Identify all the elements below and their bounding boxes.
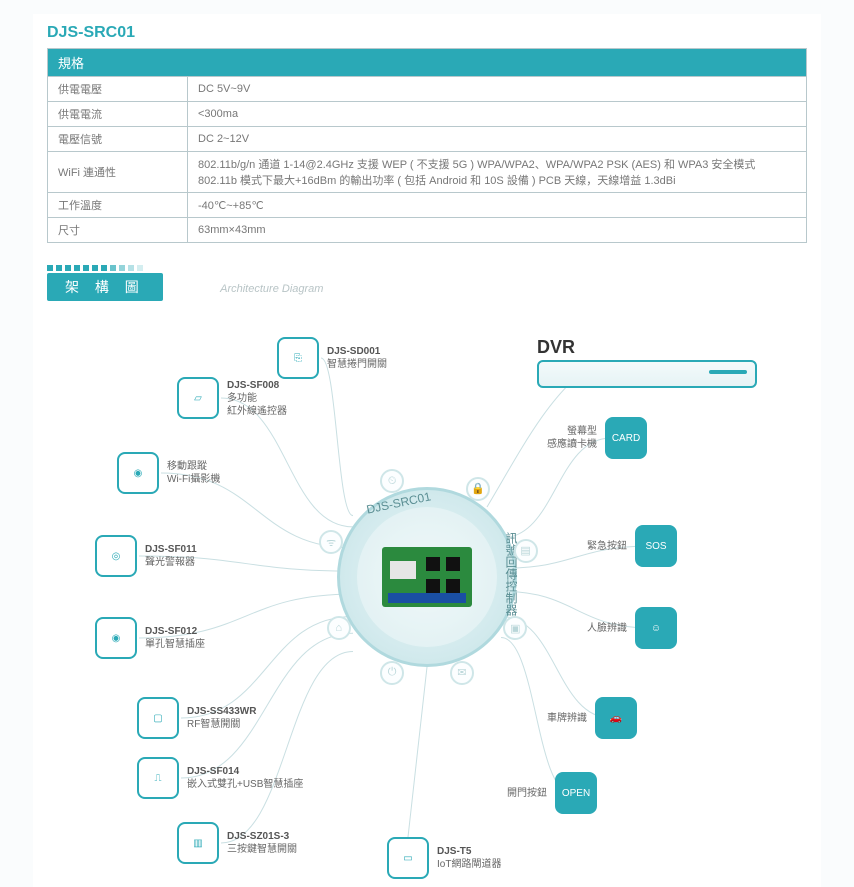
hub-mini-icon: ⏲ <box>380 469 404 493</box>
section-subtitle: Architecture Diagram <box>220 283 323 295</box>
hub-mini-icon: ᯤ <box>319 530 343 554</box>
dvr-icon <box>537 360 757 388</box>
spec-header: 規格 <box>48 49 807 77</box>
hub-mini-icon: ▤ <box>514 539 538 563</box>
dvr-node: DVR <box>537 337 757 388</box>
table-row: 工作溫度-40℃~+85℃ <box>48 193 807 218</box>
spec-key: 供電電壓 <box>48 77 188 102</box>
hub-mini-icon: ▣ <box>503 616 527 640</box>
device-node: ⎘ DJS-SD001智慧捲門開關 <box>277 337 387 379</box>
section-title: 架 構 圖 <box>47 273 163 301</box>
spec-key: WiFi 連通性 <box>48 152 188 193</box>
device-node: ⎍ DJS-SF014嵌入式雙孔+USB智慧插座 <box>137 757 303 799</box>
device-icon: ◉ <box>95 617 137 659</box>
spec-table: 規格 供電電壓DC 5V~9V供電電流<300ma電壓信號DC 2~12VWiF… <box>47 48 807 243</box>
device-label: 人臉辨識 <box>587 622 627 635</box>
table-row: WiFi 連通性802.11b/g/n 通道 1-14@2.4GHz 支援 WE… <box>48 152 807 193</box>
device-icon: ▥ <box>177 822 219 864</box>
hub-mini-icon: 🔒 <box>466 477 490 501</box>
hub-mini-icon: ⏻ <box>380 661 404 685</box>
device-label: 緊急按鈕 <box>587 540 627 553</box>
device-node: ▢ DJS-SS433WRRF智慧開關 <box>137 697 256 739</box>
device-icon: ☺ <box>635 607 677 649</box>
table-row: 供電電流<300ma <box>48 102 807 127</box>
spec-key: 供電電流 <box>48 102 188 127</box>
device-icon: SOS <box>635 525 677 567</box>
device-icon: ◎ <box>95 535 137 577</box>
device-node: 人臉辨識 ☺ <box>587 607 677 649</box>
spec-val: -40℃~+85℃ <box>188 193 807 218</box>
device-node: ◉ 移動跟蹤Wi-Fi攝影機 <box>117 452 220 494</box>
spec-val: <300ma <box>188 102 807 127</box>
device-icon: ⎍ <box>137 757 179 799</box>
spec-val: DC 2~12V <box>188 127 807 152</box>
spec-key: 尺寸 <box>48 218 188 243</box>
spec-val: DC 5V~9V <box>188 77 807 102</box>
decorative-dots <box>47 265 807 271</box>
device-icon: ▭ <box>387 837 429 879</box>
hub-mini-icon: ✉ <box>450 661 474 685</box>
device-label: DJS-SZ01S-3三按鍵智慧開關 <box>227 830 297 856</box>
device-node: ◎ DJS-SF011聲光警報器 <box>95 535 197 577</box>
device-icon: CARD <box>605 417 647 459</box>
hub-mini-icon: ⌂ <box>327 616 351 640</box>
device-icon: 🚗 <box>595 697 637 739</box>
device-label: DJS-SS433WRRF智慧開關 <box>187 705 256 731</box>
device-label: DJS-SF014嵌入式雙孔+USB智慧插座 <box>187 765 303 791</box>
device-label: 車牌辨識 <box>547 712 587 725</box>
table-row: 電壓信號DC 2~12V <box>48 127 807 152</box>
device-label: DJS-SD001智慧捲門開關 <box>327 345 387 371</box>
device-node: ▭ DJS-T5IoT網路閘道器 <box>387 837 501 879</box>
device-node: 緊急按鈕 SOS <box>587 525 677 567</box>
device-icon: ▱ <box>177 377 219 419</box>
device-label: 移動跟蹤Wi-Fi攝影機 <box>167 460 220 486</box>
device-label: DJS-SF008多功能紅外線遙控器 <box>227 379 287 418</box>
device-icon: ▢ <box>137 697 179 739</box>
device-icon: ◉ <box>117 452 159 494</box>
device-node: 螢幕型感應讀卡機 CARD <box>547 417 647 459</box>
device-node: 開門按鈕 OPEN <box>507 772 597 814</box>
spec-header-row: 規格 <box>48 49 807 77</box>
table-row: 供電電壓DC 5V~9V <box>48 77 807 102</box>
device-label: 開門按鈕 <box>507 787 547 800</box>
hub-circle: DJS-SRC01 訊號回傳控制器 <box>337 487 517 667</box>
device-label: DJS-SF012單孔智慧插座 <box>145 625 205 651</box>
table-row: 尺寸63mm×43mm <box>48 218 807 243</box>
device-label: DJS-SF011聲光警報器 <box>145 543 197 569</box>
device-label: 螢幕型感應讀卡機 <box>547 425 597 451</box>
spec-val: 802.11b/g/n 通道 1-14@2.4GHz 支援 WEP ( 不支援 … <box>188 152 807 193</box>
product-title: DJS-SRC01 <box>33 22 821 48</box>
device-node: ▥ DJS-SZ01S-3三按鍵智慧開關 <box>177 822 297 864</box>
device-node: 車牌辨識 🚗 <box>547 697 637 739</box>
device-label: DJS-T5IoT網路閘道器 <box>437 845 501 871</box>
spec-key: 電壓信號 <box>48 127 188 152</box>
device-node: ▱DJS-SF008多功能紅外線遙控器 <box>177 377 287 419</box>
device-node: ◉ DJS-SF012單孔智慧插座 <box>95 617 205 659</box>
device-icon: OPEN <box>555 772 597 814</box>
device-icon: ⎘ <box>277 337 319 379</box>
pcb-graphic <box>382 547 472 607</box>
architecture-diagram: DJS-SRC01 訊號回傳控制器 DVR ⎘DJS-SD001智慧捲門開關▱D… <box>47 307 807 887</box>
dvr-label: DVR <box>537 337 575 357</box>
spec-key: 工作溫度 <box>48 193 188 218</box>
spec-val: 63mm×43mm <box>188 218 807 243</box>
